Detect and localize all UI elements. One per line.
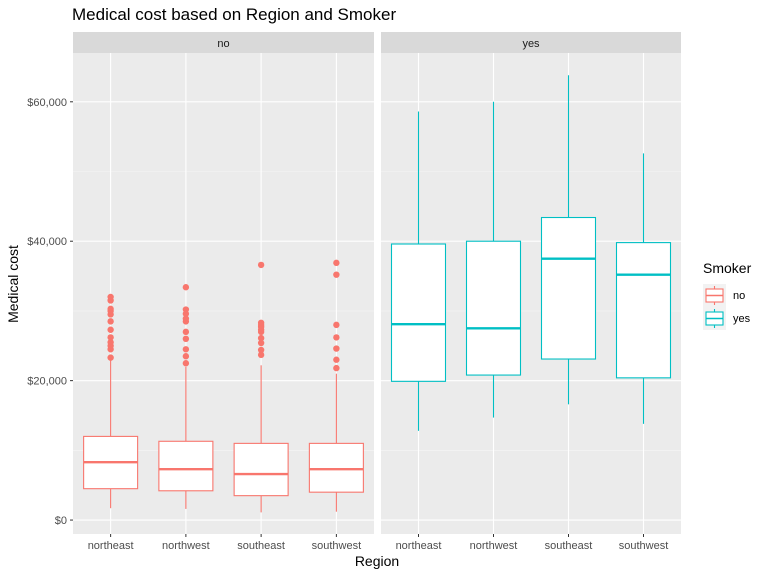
outlier-point <box>257 351 265 359</box>
x-tick-label: southwest <box>312 540 362 552</box>
x-tick-label: northeast <box>396 540 442 552</box>
outlier-point <box>107 354 114 361</box>
box-iqr <box>540 216 597 360</box>
outlier-point <box>257 261 265 269</box>
outlier-point <box>182 328 190 336</box>
y-tick-label: $40,000 <box>27 236 67 248</box>
facet-panel-no: no <box>73 32 374 534</box>
boxplot-yes-southeast <box>540 75 597 405</box>
outlier-point <box>333 364 340 372</box>
legend-title: Smoker <box>703 260 752 276</box>
legend-item-yes: yes <box>703 307 751 330</box>
box-iqr <box>158 440 214 492</box>
outlier-point <box>333 334 340 341</box>
boxplot-no-northeast <box>83 293 139 509</box>
box-iqr <box>233 442 289 497</box>
legend: Smoker no yes <box>703 260 752 330</box>
boxplot-yes-northwest <box>465 101 522 418</box>
outlier-point <box>182 353 190 360</box>
outlier-point <box>333 345 340 352</box>
x-tick-label: southwest <box>619 540 669 552</box>
x-tick-label: northwest <box>470 540 518 552</box>
outlier-point <box>107 318 114 325</box>
outlier-point <box>257 319 265 326</box>
facet-panel-yes: yes <box>381 32 681 534</box>
plot-area: no yes <box>73 32 681 534</box>
box-iqr <box>465 240 522 376</box>
legend-label: yes <box>733 313 751 325</box>
facet-strip-label: yes <box>522 38 540 50</box>
outlier-point <box>107 326 114 333</box>
outlier-point <box>182 346 190 353</box>
x-axis: northeast northwest southeast southwest nort… <box>88 534 669 552</box>
outlier-point <box>333 321 340 329</box>
outlier-point <box>182 284 190 291</box>
outlier-point <box>182 315 190 322</box>
y-axis: $0 $20,000 $40,000 $60,000 <box>27 97 73 527</box>
outlier-point <box>257 346 265 354</box>
boxplot-no-northwest <box>158 284 214 509</box>
x-tick-label: northeast <box>88 540 134 552</box>
box-iqr <box>390 243 447 382</box>
outlier-point <box>182 335 190 343</box>
box-iqr <box>308 442 364 493</box>
x-tick-label: southeast <box>237 540 285 552</box>
y-tick-label: $0 <box>55 515 67 527</box>
boxplot-yes-northeast <box>390 111 447 431</box>
facet-strip-label: no <box>217 38 229 50</box>
outlier-point <box>333 259 340 267</box>
y-axis-title: Medical cost <box>5 245 21 323</box>
x-tick-label: northwest <box>162 540 210 552</box>
outlier-point <box>107 305 114 313</box>
box-iqr <box>615 242 672 379</box>
legend-item-no: no <box>703 284 745 307</box>
outlier-point <box>257 339 265 347</box>
outlier-point <box>333 271 340 278</box>
boxplot-yes-southwest <box>615 153 672 424</box>
y-tick-label: $60,000 <box>27 97 67 109</box>
facet-strip <box>381 32 681 53</box>
boxplot-no-southwest <box>308 259 364 512</box>
y-tick-label: $20,000 <box>27 376 67 388</box>
x-axis-title: Region <box>355 553 399 569</box>
boxplot-no-southeast <box>233 261 289 513</box>
outlier-point <box>333 356 340 363</box>
outlier-point <box>107 334 114 341</box>
outlier-point <box>107 339 114 346</box>
outlier-point <box>182 360 190 367</box>
outlier-point <box>107 293 114 301</box>
outlier-point <box>182 306 190 313</box>
x-tick-label: southeast <box>545 540 593 552</box>
outlier-point <box>257 334 265 342</box>
legend-label: no <box>733 290 745 302</box>
chart-title: Medical cost based on Region and Smoker <box>72 5 396 24</box>
facet-strip <box>73 32 374 53</box>
